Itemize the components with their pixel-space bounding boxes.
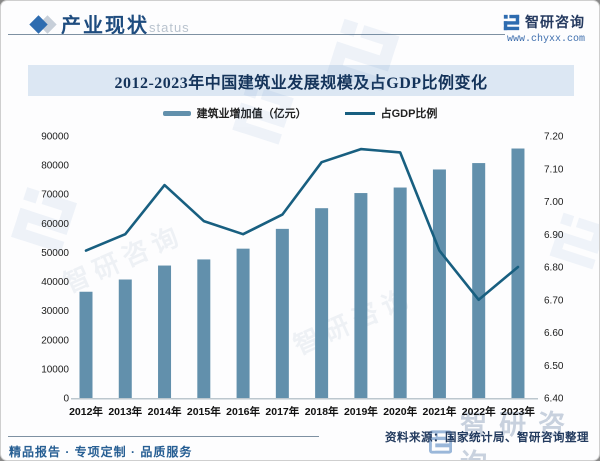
legend-label: 占GDP比例 [380, 108, 438, 120]
bar-2020年 [393, 187, 407, 398]
left-axis-tick: 20000 [41, 335, 69, 346]
left-axis-tick: 10000 [41, 364, 69, 375]
brand-url[interactable]: www.chyxx.com [506, 34, 585, 45]
page-title: 产业现状 [61, 15, 149, 37]
bar-2019年 [354, 193, 368, 398]
right-axis-tick: 6.40 [544, 394, 564, 405]
left-axis-tick: 70000 [41, 190, 69, 201]
data-source-note: 资料来源：国家统计局、智研咨询整理 [385, 432, 589, 444]
x-axis-label: 2012年 [69, 405, 103, 418]
left-axis-tick: 50000 [41, 248, 69, 259]
bar-2023年 [511, 148, 525, 398]
line-series-marker-icon [344, 111, 375, 115]
bar-2012年 [79, 291, 93, 398]
x-axis-label: 2014年 [148, 405, 182, 418]
right-axis-tick: 6.60 [544, 328, 564, 339]
x-axis-label: 2020年 [383, 405, 417, 418]
left-axis-tick: 90000 [41, 132, 69, 143]
footer-divider [8, 436, 319, 437]
bar-2014年 [158, 265, 172, 398]
chart-legend: 建筑业增加值（亿元） 占GDP比例 [1, 105, 599, 121]
bar-2018年 [315, 208, 329, 398]
x-axis-label: 2019年 [344, 405, 378, 418]
x-axis-label: 2015年 [187, 405, 221, 418]
zhiyan-logo-icon [503, 14, 520, 30]
gdp-ratio-line [84, 147, 520, 302]
chart-title: 2012-2023年中国建筑业发展规模及占GDP比例变化 [114, 74, 488, 92]
legend-item-line-series: 占GDP比例 [344, 105, 438, 121]
x-axis-label: 2018年 [305, 405, 339, 418]
section-diamond-icon [29, 15, 61, 34]
right-axis-tick: 7.10 [544, 164, 564, 175]
x-axis-label: 2016年 [226, 405, 260, 418]
chart-title-band: 2012-2023年中国建筑业发展规模及占GDP比例变化 [28, 65, 574, 96]
legend-label: 建筑业增加值（亿元） [196, 108, 307, 120]
brand-logo: 智研咨询 [503, 12, 585, 32]
bar-series-marker-icon [162, 110, 191, 116]
x-axis-label: 2021年 [423, 405, 457, 418]
bar-2013年 [118, 279, 132, 398]
header-ghost-text: status [149, 20, 190, 35]
left-axis-tick: 60000 [41, 219, 69, 230]
x-axis-label: 2017年 [265, 405, 299, 418]
brand-name: 智研咨询 [525, 14, 585, 30]
left-axis-tick: 0 [63, 394, 69, 405]
bar-2015年 [197, 259, 211, 398]
x-axis-label: 2013年 [108, 405, 142, 418]
right-axis-tick: 6.90 [544, 230, 564, 241]
bar-2022年 [472, 163, 486, 398]
footer-slogan: 精品报告 · 专项定制 · 品质服务 [9, 445, 193, 459]
right-axis-tick: 7.20 [544, 132, 564, 143]
bar-2017年 [275, 228, 289, 398]
combo-chart: 0 10000 20000 30000 40000 50000 60000 70000 8000… [41, 132, 564, 419]
left-axis-tick: 30000 [41, 306, 69, 317]
left-axis-tick: 40000 [41, 277, 69, 288]
x-axis-label: 2022年 [462, 405, 496, 418]
right-axis-tick: 7.00 [544, 197, 564, 208]
right-axis-tick: 6.50 [544, 361, 564, 372]
right-axis-tick: 6.70 [544, 295, 564, 306]
legend-item-bar-series: 建筑业增加值（亿元） [162, 105, 307, 121]
bar-2016年 [236, 248, 250, 398]
header-divider [8, 34, 505, 35]
bar-2021年 [432, 169, 446, 398]
left-axis-tick: 80000 [41, 161, 69, 172]
right-axis-tick: 6.80 [544, 263, 564, 274]
x-axis-label: 2023年 [501, 405, 535, 418]
